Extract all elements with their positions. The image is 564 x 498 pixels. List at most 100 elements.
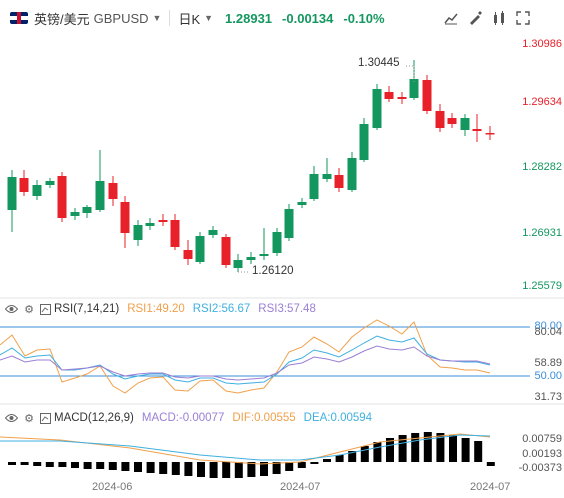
date-label: 2024-07 bbox=[470, 481, 511, 493]
high-price-annotation: 1.30445 bbox=[358, 57, 400, 69]
settings-icon[interactable]: ⚙ bbox=[24, 412, 34, 425]
price-axis-label: 1.25579 bbox=[522, 280, 562, 292]
rsi-axis-label: 31.73 bbox=[534, 391, 562, 403]
macd-histogram-bar bbox=[272, 462, 281, 474]
candle-body bbox=[170, 220, 180, 247]
candle-body bbox=[108, 183, 118, 199]
macd-histogram-bar bbox=[83, 462, 92, 469]
macd-histogram-bar bbox=[373, 442, 382, 462]
macd-histogram-bar bbox=[33, 462, 42, 466]
candle-body bbox=[334, 175, 344, 188]
candle-body bbox=[397, 97, 407, 99]
dif-value: DIF:0.00555 bbox=[232, 412, 296, 424]
low-price-annotation: 1.26120 bbox=[252, 265, 294, 277]
rsi-axis-label: 50.00 bbox=[534, 370, 562, 382]
candle-body bbox=[70, 212, 80, 216]
chart-canvas[interactable] bbox=[0, 36, 564, 498]
chart-type-icon[interactable] bbox=[442, 9, 460, 27]
dea-line bbox=[0, 434, 491, 461]
last-price: 1.28931 bbox=[225, 10, 273, 26]
candle-body bbox=[45, 181, 55, 185]
macd-histogram-bar bbox=[184, 462, 193, 476]
chart-icon bbox=[38, 302, 52, 316]
macd-axis-label: 0.00759 bbox=[522, 433, 562, 445]
macd-histogram-bar bbox=[108, 462, 117, 470]
macd-histogram-bar bbox=[297, 462, 306, 468]
rsi2-line bbox=[0, 335, 491, 385]
macd-series bbox=[0, 432, 495, 478]
price-axis-label: 1.26931 bbox=[522, 227, 562, 239]
rsi-axis-label: 80.04 bbox=[534, 326, 562, 338]
candle-body bbox=[272, 232, 282, 253]
macd-histogram-bar bbox=[423, 432, 432, 462]
macd-histogram-bar bbox=[45, 462, 54, 467]
candle-body bbox=[145, 223, 155, 226]
fullscreen-icon[interactable] bbox=[514, 9, 532, 27]
candle-body bbox=[158, 220, 168, 222]
price-annotations bbox=[238, 65, 415, 273]
macd-histogram-bar bbox=[8, 462, 16, 465]
macd-histogram-bar bbox=[285, 462, 294, 471]
price-axis-label: 1.30986 bbox=[522, 38, 562, 50]
macd-histogram-bar bbox=[360, 446, 369, 462]
candle-body bbox=[372, 89, 382, 128]
chart-toolbar: 英镑/美元 GBPUSD ▼ 日K ▼ 1.28931 -0.00134 -0.… bbox=[0, 0, 564, 36]
uk-flag-icon bbox=[10, 12, 28, 24]
macd-histogram-bar bbox=[58, 462, 67, 467]
candle-body bbox=[309, 174, 319, 199]
macd-histogram-bar bbox=[310, 462, 319, 464]
visibility-icon[interactable] bbox=[4, 411, 18, 425]
rsi1-value: RSI1:49.20 bbox=[127, 303, 185, 315]
candle-body bbox=[7, 177, 17, 210]
symbol-dropdown-icon[interactable]: ▼ bbox=[152, 13, 162, 23]
macd-value: MACD:-0.00077 bbox=[141, 412, 225, 424]
candle-body bbox=[409, 79, 419, 98]
candle-body bbox=[284, 209, 294, 238]
candle-body bbox=[347, 158, 357, 190]
macd-histogram-bar bbox=[411, 433, 420, 462]
price-change: -0.00134 bbox=[282, 10, 334, 26]
candle-body bbox=[259, 254, 269, 256]
macd-histogram-bar bbox=[436, 433, 445, 462]
macd-histogram-bar bbox=[71, 462, 79, 468]
rsi2-value: RSI2:56.67 bbox=[192, 303, 251, 315]
visibility-icon[interactable] bbox=[4, 302, 18, 316]
price-axis-label: 1.29634 bbox=[522, 96, 562, 108]
macd-histogram-bar bbox=[386, 438, 394, 462]
period-select[interactable]: 日K bbox=[178, 11, 201, 27]
macd-histogram-bar bbox=[96, 462, 105, 469]
rsi3-value: RSI3:57.48 bbox=[258, 303, 316, 315]
indicator-icon[interactable] bbox=[490, 9, 508, 27]
draw-icon[interactable] bbox=[466, 9, 484, 27]
period-dropdown-icon[interactable]: ▼ bbox=[204, 13, 214, 23]
candle-body bbox=[208, 230, 218, 235]
date-label: 2024-06 bbox=[92, 481, 133, 493]
candle-body bbox=[447, 118, 457, 124]
symbol-name[interactable]: 英镑/美元 bbox=[34, 11, 90, 27]
macd-histogram-bar bbox=[171, 462, 180, 475]
macd-histogram-bar bbox=[222, 462, 231, 478]
macd-histogram-bar bbox=[247, 462, 256, 477]
chart-icon bbox=[38, 411, 52, 425]
macd-histogram-bar bbox=[234, 462, 243, 478]
candle-body bbox=[472, 129, 482, 131]
candle-body bbox=[133, 225, 143, 240]
dea-value: DEA:0.00594 bbox=[303, 412, 373, 424]
candle-body bbox=[195, 236, 205, 262]
price-axis-label: 1.28282 bbox=[522, 161, 562, 173]
macd-histogram-bar bbox=[449, 435, 457, 462]
candle-body bbox=[32, 185, 42, 196]
candle-body bbox=[233, 260, 243, 268]
candle-body bbox=[221, 237, 231, 265]
macd-histogram-bar bbox=[134, 462, 142, 472]
candle-body bbox=[297, 202, 307, 205]
macd-header: ⚙ MACD(12,26,9) MACD:-0.00077 DIF:0.0055… bbox=[0, 409, 372, 427]
dif-line bbox=[0, 433, 491, 465]
settings-icon[interactable]: ⚙ bbox=[24, 303, 34, 316]
divider bbox=[169, 10, 171, 26]
macd-histogram-bar bbox=[197, 462, 205, 477]
macd-axis-label: 0.00193 bbox=[522, 448, 562, 460]
macd-histogram-bar bbox=[323, 459, 331, 462]
symbol-code[interactable]: GBPUSD bbox=[93, 10, 149, 26]
macd-histogram-bar bbox=[474, 441, 483, 462]
